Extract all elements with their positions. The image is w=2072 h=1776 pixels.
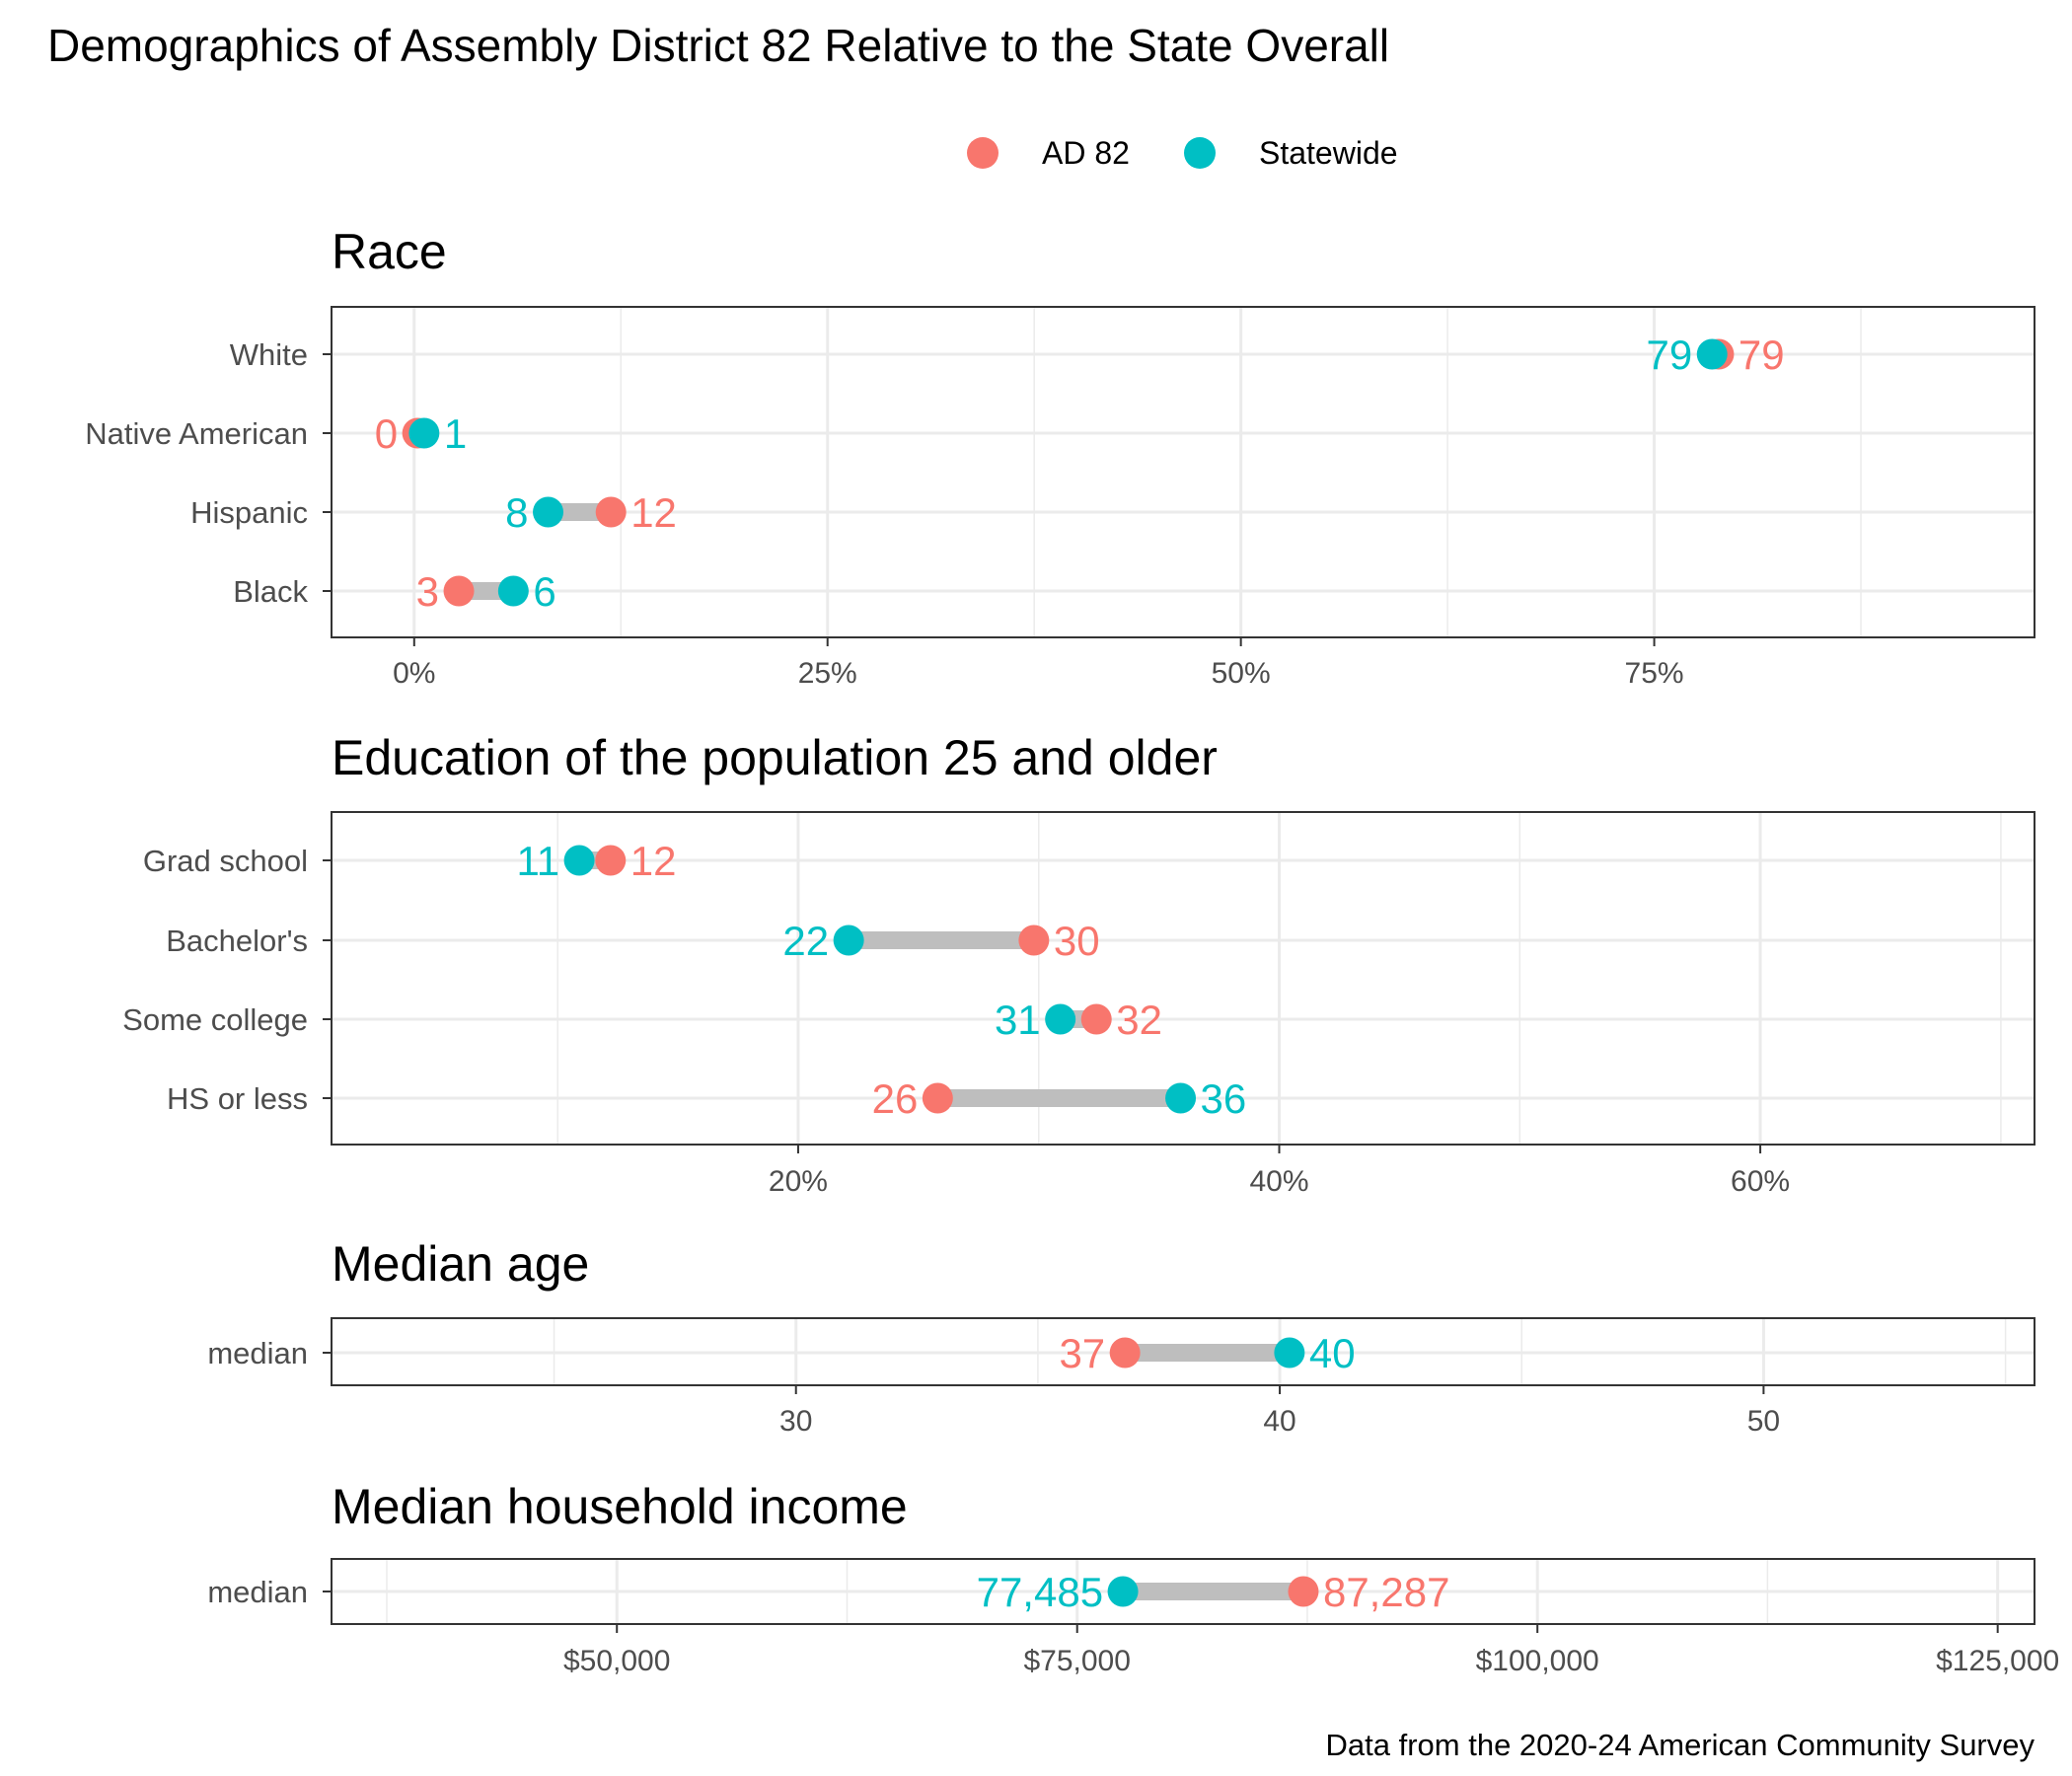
panel-frame <box>331 1558 2035 1625</box>
x-tick-label: 40 <box>1263 1405 1295 1438</box>
x-tick-label: 50% <box>1212 657 1271 690</box>
chart-title: Demographics of Assembly District 82 Rel… <box>47 20 1389 71</box>
statewide-point <box>1045 1003 1076 1035</box>
district-value-label: 12 <box>630 838 677 884</box>
panel-1: Education of the population 25 and older… <box>122 730 2035 1198</box>
x-tick-label: 50 <box>1747 1405 1780 1438</box>
district-value-label: 3 <box>416 568 439 615</box>
statewide-value-label: 11 <box>516 838 559 884</box>
category-label: Grad school <box>143 844 308 878</box>
panel-frame <box>331 811 2035 1146</box>
district-value-label: 12 <box>630 489 677 536</box>
legend-label-0: AD 82 <box>1042 135 1130 171</box>
statewide-point <box>833 925 864 956</box>
statewide-value-label: 79 <box>1647 332 1693 378</box>
category-label: Black <box>233 574 308 609</box>
category-label: Bachelor's <box>166 924 308 958</box>
panel-2: Median age 30 40 50 median 37 40 <box>207 1236 2035 1438</box>
district-point <box>595 496 627 528</box>
district-value-label: 30 <box>1054 918 1100 964</box>
panels: Race 0% 25% 50% 75% White Native American Hispa… <box>85 224 2059 1677</box>
statewide-value-label: 22 <box>782 918 829 964</box>
district-point <box>1080 1003 1112 1035</box>
panel-title: Median age <box>332 1236 589 1292</box>
x-tick-label: 75% <box>1625 657 1684 690</box>
statewide-value-label: 77,485 <box>977 1569 1103 1615</box>
x-tick-label: $100,000 <box>1476 1645 1599 1677</box>
panel-frame <box>331 306 2035 638</box>
panel-frame <box>331 1317 2035 1386</box>
x-tick-label: 20% <box>769 1165 828 1198</box>
category-label: White <box>230 337 308 372</box>
district-point <box>443 575 475 607</box>
legend-label-1: Statewide <box>1259 135 1398 171</box>
x-tick-label: 60% <box>1731 1165 1790 1198</box>
legend: AD 82 Statewide <box>967 135 1398 171</box>
statewide-value-label: 40 <box>1309 1330 1356 1376</box>
category-label: Hispanic <box>190 495 308 530</box>
statewide-value-label: 31 <box>995 997 1041 1043</box>
statewide-point <box>408 417 440 449</box>
district-value-label: 37 <box>1059 1330 1105 1376</box>
district-value-label: 0 <box>375 410 398 457</box>
panel-title: Median household income <box>332 1479 908 1534</box>
statewide-point <box>1696 338 1728 370</box>
district-point <box>595 845 627 876</box>
legend-key-0 <box>967 137 999 169</box>
category-label: Native American <box>85 416 308 451</box>
statewide-value-label: 8 <box>505 489 528 536</box>
statewide-value-label: 1 <box>444 410 467 457</box>
district-point <box>1018 925 1050 956</box>
x-tick-label: 30 <box>779 1405 812 1438</box>
legend-key-1 <box>1184 137 1216 169</box>
x-tick-label: $125,000 <box>1936 1645 2059 1677</box>
x-tick-label: $50,000 <box>563 1645 670 1677</box>
x-tick-label: $75,000 <box>1023 1645 1130 1677</box>
district-point <box>1288 1576 1319 1607</box>
statewide-point <box>1107 1576 1139 1607</box>
x-tick-label: 40% <box>1249 1165 1308 1198</box>
district-point <box>1109 1337 1141 1369</box>
category-label: median <box>207 1575 308 1609</box>
district-value-label: 79 <box>1739 332 1785 378</box>
x-tick-label: 0% <box>393 657 435 690</box>
statewide-point <box>1274 1337 1305 1369</box>
district-value-label: 32 <box>1116 997 1162 1043</box>
chart-caption: Data from the 2020-24 American Community… <box>1326 1728 2035 1762</box>
panel-title: Education of the population 25 and older <box>332 730 1218 785</box>
statewide-value-label: 6 <box>533 568 555 615</box>
statewide-point <box>1165 1082 1197 1114</box>
panel-title: Race <box>332 224 447 279</box>
category-label: median <box>207 1336 308 1370</box>
statewide-point <box>563 845 595 876</box>
panel-3: Median household income $50,000 $75,000 $10… <box>207 1479 2059 1677</box>
panel-0: Race 0% 25% 50% 75% White Native American Hispa… <box>85 224 2035 690</box>
statewide-point <box>533 496 564 528</box>
x-tick-label: 25% <box>798 657 857 690</box>
category-label: Some college <box>122 1002 308 1037</box>
category-label: HS or less <box>167 1081 308 1116</box>
district-value-label: 87,287 <box>1323 1569 1449 1615</box>
district-point <box>922 1082 953 1114</box>
district-value-label: 26 <box>872 1075 919 1122</box>
statewide-value-label: 36 <box>1201 1075 1247 1122</box>
statewide-point <box>497 575 529 607</box>
